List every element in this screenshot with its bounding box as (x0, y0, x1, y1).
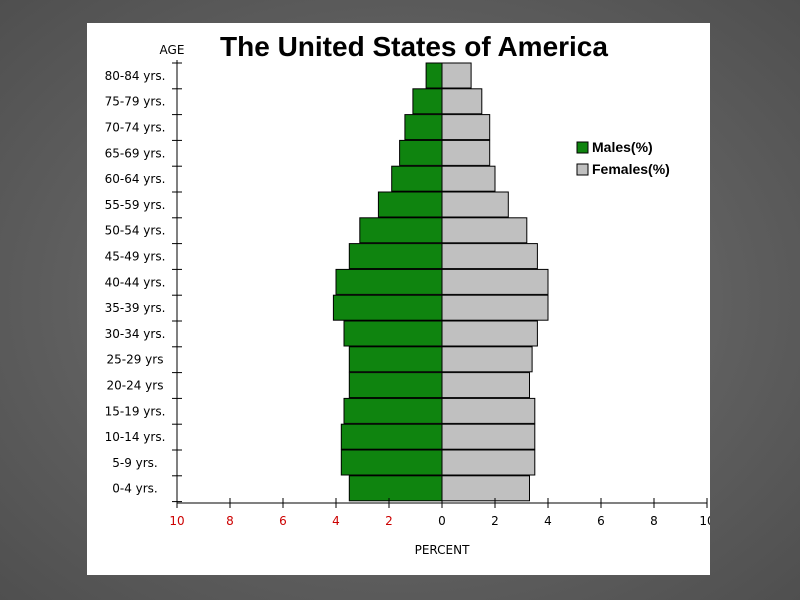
x-tick-label: 6 (279, 514, 287, 528)
y-tick-label: 15-19 yrs. (105, 404, 166, 418)
y-tick-label: 35-39 yrs. (105, 301, 166, 315)
population-pyramid-chart: The United States of America AGE PERCENT… (105, 31, 710, 557)
y-tick-label: 55-59 yrs. (105, 198, 166, 212)
male-bar (377, 191, 443, 218)
x-tick-label: 4 (332, 514, 340, 528)
chart-title: The United States of America (220, 31, 608, 62)
y-tick-label: 45-49 yrs. (105, 250, 166, 264)
female-bar (441, 449, 536, 476)
x-axis-label: PERCENT (415, 543, 470, 557)
female-bar (441, 88, 483, 115)
x-tick-label: 0 (438, 514, 446, 528)
female-bar (441, 268, 549, 295)
male-bar (335, 268, 443, 295)
male-bar (399, 139, 443, 166)
female-bar (441, 346, 533, 373)
x-tick-label: 2 (385, 514, 393, 528)
x-tick-label: 8 (650, 514, 658, 528)
male-bar (340, 449, 443, 476)
y-tick-label: 60-64 yrs. (105, 172, 166, 186)
male-bar (404, 114, 443, 141)
male-bar (348, 243, 443, 270)
x-tick-label: 8 (226, 514, 234, 528)
male-bar (391, 165, 443, 192)
male-bar (332, 294, 443, 321)
y-tick-label: 80-84 yrs. (105, 69, 166, 83)
x-tick-label: 6 (597, 514, 605, 528)
male-bar (348, 372, 443, 399)
female-bar (441, 165, 496, 192)
y-tick-label: 5-9 yrs. (112, 456, 158, 470)
legend-label: Males(%) (592, 139, 653, 155)
y-tick-label: 65-69 yrs. (105, 146, 166, 160)
y-tick-label: 20-24 yrs (107, 379, 164, 393)
female-bar (441, 191, 509, 218)
legend: Males(%) Females(%) (576, 139, 670, 177)
male-bar (348, 346, 443, 373)
female-bar (441, 397, 536, 424)
y-tick-label: 40-44 yrs. (105, 275, 166, 289)
slide: The United States of America AGE PERCENT… (87, 23, 710, 575)
y-axis-label: AGE (160, 43, 185, 57)
y-tick-label: 10-14 yrs. (105, 430, 166, 444)
legend-swatch (576, 163, 589, 176)
y-tick-label: 75-79 yrs. (105, 95, 166, 109)
x-tick-label: 2 (491, 514, 499, 528)
legend-label: Females(%) (592, 161, 670, 177)
axes-layer: 80-84 yrs. 75-79 yrs. 70-74 yrs. 65-69 yrs.… (105, 60, 710, 528)
female-bar (441, 320, 538, 347)
female-bar (441, 372, 530, 399)
y-tick-label: 50-54 yrs. (105, 224, 166, 238)
x-tick-label: 10 (169, 514, 184, 528)
male-bar (425, 62, 443, 89)
legend-swatch (576, 141, 589, 154)
female-bar (441, 294, 549, 321)
female-bar (441, 475, 530, 502)
male-bar (348, 475, 443, 502)
male-bar (343, 320, 443, 347)
y-tick-label: 25-29 yrs (107, 353, 164, 367)
female-bar (441, 243, 538, 270)
female-bar (441, 114, 491, 141)
female-bar (441, 217, 528, 244)
x-tick-label: 4 (544, 514, 552, 528)
male-bar (340, 423, 443, 450)
female-bar (441, 139, 491, 166)
male-bar (412, 88, 443, 115)
x-tick-label: 10 (699, 514, 710, 528)
male-bar (359, 217, 443, 244)
bars-layer (332, 62, 549, 502)
male-bar (343, 397, 443, 424)
female-bar (441, 62, 472, 89)
y-tick-label: 0-4 yrs. (112, 482, 158, 496)
female-bar (441, 423, 536, 450)
y-tick-label: 30-34 yrs. (105, 327, 166, 341)
y-tick-label: 70-74 yrs. (105, 121, 166, 135)
